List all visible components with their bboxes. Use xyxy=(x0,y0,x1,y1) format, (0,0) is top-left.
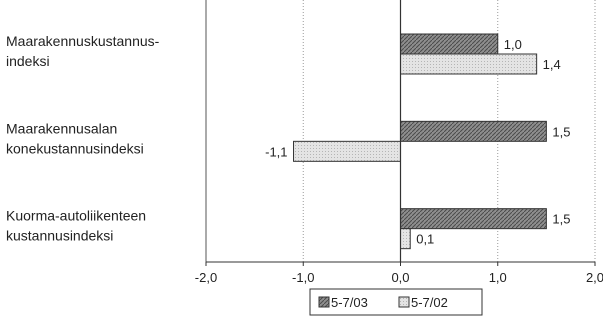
x-tick-label: 0,0 xyxy=(391,270,409,285)
data-label: -1,1 xyxy=(265,144,287,159)
category-label-line: Maarakennuskustannus- xyxy=(6,33,160,49)
category-label-line: Kuorma-autoliikenteen xyxy=(6,208,146,224)
data-label: 1,4 xyxy=(543,57,561,72)
bar xyxy=(400,120,547,142)
category-label-line: kustannusindeksi xyxy=(6,228,113,244)
x-tick-label: -2,0 xyxy=(195,270,217,285)
legend-label: 5-7/02 xyxy=(411,295,448,310)
category-label-line: konekustannusindeksi xyxy=(6,140,144,156)
category-label-line: Maarakennusalan xyxy=(6,120,117,136)
bars-group xyxy=(293,33,547,250)
bar xyxy=(400,53,538,75)
x-tick-label: 1,0 xyxy=(489,270,507,285)
data-label: 0,1 xyxy=(416,232,434,247)
data-label: 1,5 xyxy=(552,124,570,139)
axes: -2,0 -1,0 0,0 1,0 2,0 xyxy=(195,0,603,285)
legend-swatch xyxy=(398,296,410,308)
legend-swatch xyxy=(318,296,330,308)
legend-label: 5-7/03 xyxy=(331,295,368,310)
x-tick-label: 2,0 xyxy=(586,270,603,285)
labels-group: 1,0 1,4 Maarakennuskustannus-indeksi 1,5 -1,… xyxy=(6,33,570,247)
category-label: Maarakennusalan konekustannusindeksi xyxy=(6,120,144,156)
legend-box xyxy=(309,288,483,316)
data-label: 1,5 xyxy=(552,212,570,227)
x-tick-label: -1,0 xyxy=(292,270,314,285)
category-label: Maarakennuskustannus-indeksi xyxy=(6,33,160,69)
data-label: 1,0 xyxy=(504,37,522,52)
category-label-line: indeksi xyxy=(6,53,50,69)
bar xyxy=(400,33,499,55)
category-label: Kuorma-autoliikenteen kustannusindeksi xyxy=(6,208,146,244)
legend: 5-7/03 5-7/02 xyxy=(309,288,483,316)
bar xyxy=(400,228,411,250)
bar xyxy=(400,208,547,230)
bar xyxy=(293,140,401,162)
